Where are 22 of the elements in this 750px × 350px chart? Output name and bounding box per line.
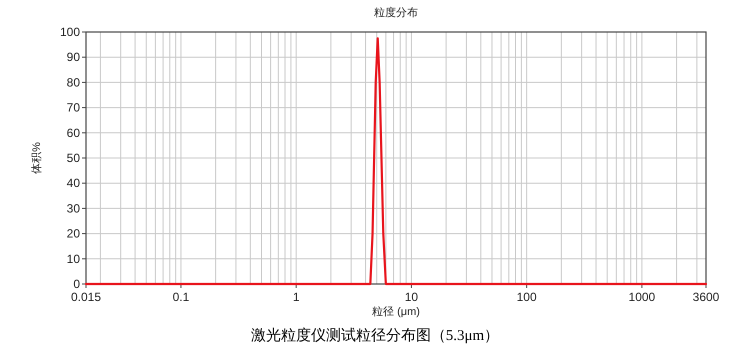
x-tick-label: 1000	[628, 290, 656, 304]
text: 激光粒度仪测试粒径分布图（5.3μm）	[250, 327, 500, 344]
x-tick-label: 1	[292, 290, 300, 304]
y-tick-label: 50	[66, 151, 80, 165]
y-tick-label: 60	[66, 126, 80, 140]
y-tick-label: 0	[73, 277, 80, 291]
y-tick-label: 30	[66, 201, 80, 216]
y-axis-title: 体积%	[31, 142, 43, 174]
y-tick-label: 20	[66, 226, 80, 241]
x-tick-label: 100	[516, 290, 537, 304]
x-tick-label: 0.015	[70, 290, 102, 304]
x-axis-title: 粒径 (μm)	[372, 306, 420, 318]
chart-title: 粒度分布	[374, 6, 418, 19]
x-tick-label: 0.1	[172, 290, 190, 304]
x-tick-label: 3600	[692, 290, 720, 304]
y-tick-label: 70	[66, 100, 80, 115]
y-tick-label: 10	[66, 252, 80, 266]
y-tick-label: 100	[60, 25, 80, 39]
y-tick-label: 40	[66, 176, 80, 190]
y-tick-label: 80	[66, 75, 80, 90]
y-tick-label: 90	[66, 50, 80, 64]
x-tick-label: 10	[404, 290, 418, 304]
